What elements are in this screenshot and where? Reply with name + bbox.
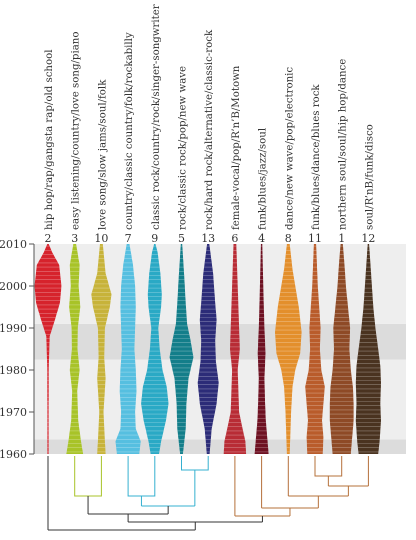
dendro-link-11-1 (314, 456, 343, 477)
violin-cluster-13 (197, 244, 219, 454)
cluster-number-8: 8 (285, 232, 292, 245)
violin-cluster-3 (66, 244, 84, 454)
violin-shape-10 (91, 244, 112, 454)
cluster-number-11: 11 (308, 232, 322, 245)
category-label-4: funk/blues/jazz/soul (258, 128, 269, 230)
violin-cluster-8 (275, 244, 302, 454)
cluster-number-13: 13 (201, 232, 215, 245)
violin-shape-2 (34, 244, 62, 454)
y-tick-label-2000: 2000 (0, 280, 27, 293)
y-tick-label-1960: 1960 (0, 448, 27, 461)
category-label-2: hip hop/rap/gangsta rap/old school (44, 49, 55, 230)
cluster-number-2: 2 (45, 232, 52, 245)
violin-shape-9 (141, 244, 169, 454)
violin-shape-5 (169, 244, 194, 454)
category-label-12: soul/R’nB/funk/disco (364, 124, 375, 230)
dendro-link-3-10 (74, 456, 102, 497)
category-label-13: rock/hard rock/alternative/classic-rock (204, 29, 215, 230)
violin-cluster-4 (254, 244, 269, 454)
violin-shape-12 (355, 244, 381, 454)
violin-shape-6 (223, 244, 247, 454)
y-tick-label-1980: 1980 (0, 364, 27, 377)
violin-cluster-9 (141, 244, 169, 454)
violin-cluster-10 (91, 244, 112, 454)
y-tick-label-1970: 1970 (0, 406, 27, 419)
violins (34, 244, 381, 454)
category-label-5: rock/classic rock/pop/new wave (178, 66, 189, 230)
violin-shape-1 (329, 244, 354, 454)
cluster-number-10: 10 (94, 232, 108, 245)
violin-shape-4 (254, 244, 269, 454)
band-2 (34, 323, 406, 360)
cluster-number-7: 7 (125, 232, 132, 245)
cluster-number-5: 5 (178, 232, 185, 245)
dendro-link-7-9 (127, 456, 156, 497)
violin-cluster-2 (34, 244, 62, 454)
category-label-6: female-vocal/pop/R’n’B/Motown (231, 65, 242, 230)
violin-cluster-7 (115, 244, 141, 454)
cluster-number-6: 6 (231, 232, 238, 245)
violin-cluster-1 (329, 244, 354, 454)
category-label-11: funk/blues/dance/blues rock (311, 84, 322, 230)
category-label-7: country/classic country/folk/rockabilly (124, 32, 135, 230)
category-label-8: dance/new wave/pop/electronic (284, 67, 295, 230)
cluster-number-3: 3 (71, 232, 78, 245)
violin-cluster-12 (355, 244, 381, 454)
cluster-number-12: 12 (361, 232, 375, 245)
y-tick-label-1990: 1990 (0, 322, 27, 335)
cluster-number-9: 9 (151, 232, 158, 245)
violin-shape-13 (197, 244, 219, 454)
violin-cluster-5 (169, 244, 194, 454)
cluster-number-4: 4 (258, 232, 265, 245)
violin-shape-11 (305, 244, 325, 454)
dendro-link-5-13 (181, 456, 209, 471)
violin-cluster-6 (223, 244, 247, 454)
category-label-3: easy listening/country/love song/piano (71, 32, 82, 230)
band-3 (34, 244, 406, 324)
dendrogram (47, 456, 369, 531)
category-labels: 2 hip hop/rap/gangsta rap/old school 3 easy… (44, 4, 375, 245)
category-label-1: northern soul/soul/hip hop/dance (338, 59, 349, 230)
violin-shape-8 (275, 244, 302, 454)
cluster-number-1: 1 (338, 232, 345, 245)
y-tick-label-2010: 2010 (0, 238, 27, 251)
category-label-9: classic rock/country/rock/singer-songwri… (151, 4, 162, 230)
violin-cluster-11 (305, 244, 325, 454)
violin-shape-7 (115, 244, 141, 454)
category-label-10: love song/slow jams/soul/folk (97, 79, 108, 230)
y-axis: 1960 1970 1980 1990 2000 2010 (0, 238, 35, 461)
violin-shape-3 (66, 244, 84, 454)
